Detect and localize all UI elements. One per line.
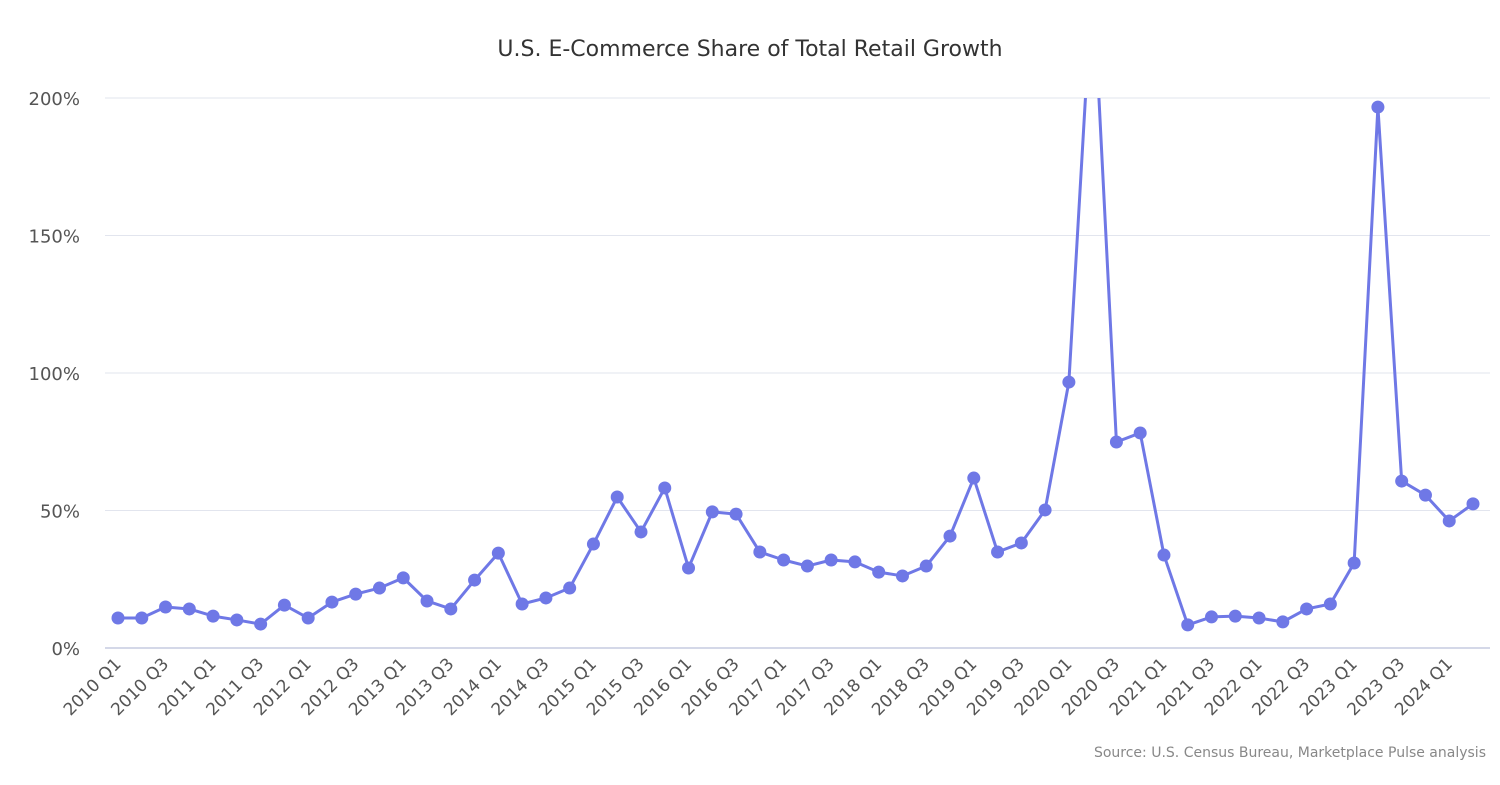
data-point[interactable] bbox=[1395, 474, 1409, 488]
data-point[interactable] bbox=[634, 525, 648, 539]
data-point[interactable] bbox=[515, 597, 529, 611]
data-point[interactable] bbox=[325, 595, 339, 609]
y-axis-labels: 0% 50% 100% 150% 200% bbox=[29, 89, 80, 660]
data-point[interactable] bbox=[111, 611, 125, 625]
data-point[interactable] bbox=[895, 569, 909, 583]
data-point[interactable] bbox=[705, 505, 719, 519]
data-point[interactable] bbox=[491, 546, 505, 560]
data-point[interactable] bbox=[277, 598, 291, 612]
data-point[interactable] bbox=[777, 553, 791, 567]
data-point[interactable] bbox=[824, 553, 838, 567]
data-point[interactable] bbox=[396, 571, 410, 585]
data-point[interactable] bbox=[372, 581, 386, 595]
data-point[interactable] bbox=[729, 507, 743, 521]
data-point[interactable] bbox=[1133, 426, 1147, 440]
data-point[interactable] bbox=[1109, 435, 1123, 449]
data-point[interactable] bbox=[586, 537, 600, 551]
data-point[interactable] bbox=[658, 481, 672, 495]
y-tick-label: 100% bbox=[29, 364, 80, 385]
data-point[interactable] bbox=[206, 609, 220, 623]
gridlines bbox=[105, 97, 1490, 649]
data-point[interactable] bbox=[301, 611, 315, 625]
data-point[interactable] bbox=[943, 529, 957, 543]
data-point[interactable] bbox=[1157, 548, 1171, 562]
data-point[interactable] bbox=[1466, 497, 1480, 511]
data-point[interactable] bbox=[1205, 610, 1219, 624]
chart-title: U.S. E-Commerce Share of Total Retail Gr… bbox=[497, 37, 1002, 62]
data-point[interactable] bbox=[1038, 503, 1052, 517]
data-point[interactable] bbox=[563, 581, 577, 595]
series-line bbox=[118, 98, 1474, 627]
data-point[interactable] bbox=[1323, 597, 1337, 611]
data-point[interactable] bbox=[1276, 615, 1290, 629]
data-point[interactable] bbox=[1347, 556, 1361, 570]
data-point[interactable] bbox=[848, 555, 862, 569]
data-point[interactable] bbox=[1418, 488, 1432, 502]
data-point[interactable] bbox=[1442, 514, 1456, 528]
data-point[interactable] bbox=[610, 490, 624, 504]
source-note: Source: U.S. Census Bureau, Marketplace … bbox=[1094, 745, 1486, 761]
data-point[interactable] bbox=[1181, 618, 1195, 632]
data-point[interactable] bbox=[349, 587, 363, 601]
data-point[interactable] bbox=[182, 602, 196, 616]
data-point[interactable] bbox=[254, 617, 268, 631]
data-point[interactable] bbox=[967, 471, 981, 485]
y-tick-label: 0% bbox=[51, 639, 80, 660]
data-point[interactable] bbox=[872, 565, 886, 579]
data-point[interactable] bbox=[135, 611, 149, 625]
data-point[interactable] bbox=[159, 600, 173, 614]
data-point[interactable] bbox=[682, 561, 696, 575]
data-point[interactable] bbox=[919, 559, 933, 573]
data-point[interactable] bbox=[1014, 536, 1028, 550]
series-line-group bbox=[111, 98, 1480, 632]
y-tick-label: 50% bbox=[40, 502, 80, 523]
data-point[interactable] bbox=[753, 545, 767, 559]
data-point[interactable] bbox=[800, 559, 814, 573]
data-point[interactable] bbox=[1228, 609, 1242, 623]
y-tick-label: 150% bbox=[29, 227, 80, 248]
data-point[interactable] bbox=[468, 573, 482, 587]
data-point[interactable] bbox=[444, 602, 458, 616]
data-point[interactable] bbox=[1300, 602, 1314, 616]
data-point[interactable] bbox=[1371, 100, 1385, 114]
data-point[interactable] bbox=[539, 591, 553, 605]
data-point[interactable] bbox=[420, 594, 434, 608]
data-point[interactable] bbox=[230, 613, 244, 627]
data-point[interactable] bbox=[1062, 375, 1076, 389]
y-tick-label: 200% bbox=[29, 89, 80, 110]
data-point[interactable] bbox=[1252, 611, 1266, 625]
data-point[interactable] bbox=[991, 545, 1005, 559]
